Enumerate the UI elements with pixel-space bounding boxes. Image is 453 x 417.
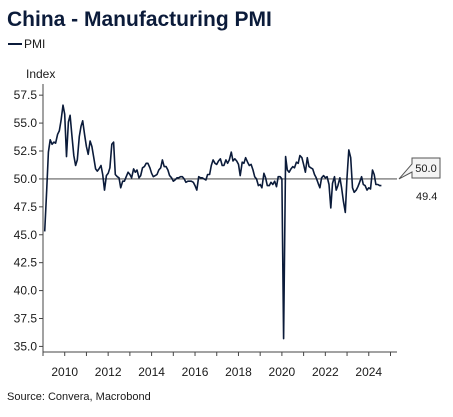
y-axis-label: Index: [26, 67, 55, 81]
x-tick-label: 2018: [225, 365, 252, 379]
chart-title: China - Manufacturing PMI: [7, 8, 272, 31]
legend: PMI: [8, 37, 45, 51]
y-tick-label: 45.0: [14, 228, 38, 242]
axis-layer: 57.5 55.0 52.5 50.0 47.5 45.0 42.5 40.0 37.5 35.0…: [14, 84, 397, 379]
y-tick-label: 42.5: [14, 256, 38, 270]
y-tick-label: 40.0: [14, 284, 38, 298]
y-tick-label: 52.5: [14, 144, 38, 158]
y-tick-label: 50.0: [14, 172, 38, 186]
label-layer: Index 50.0 49.4: [26, 67, 441, 203]
x-tick-label: 2022: [312, 365, 339, 379]
x-tick-label: 2014: [138, 365, 165, 379]
y-tick-label: 55.0: [14, 116, 38, 130]
x-tick-label: 2012: [95, 365, 122, 379]
last-value-label: 49.4: [416, 191, 437, 203]
x-tick-label: 2010: [51, 365, 78, 379]
legend-label: PMI: [24, 37, 46, 51]
x-tick-label: 2024: [355, 365, 382, 379]
x-tick-label: 2020: [269, 365, 296, 379]
source-note: Source: Convera, Macrobond: [7, 391, 151, 403]
y-tick-label: 47.5: [14, 200, 38, 214]
y-tick-label: 37.5: [14, 312, 38, 326]
legend-swatch: [8, 43, 22, 45]
y-tick-label: 35.0: [14, 339, 38, 353]
line-layer: [43, 104, 382, 340]
reference-callout-label: 50.0: [415, 163, 436, 175]
reference-callout-box: [398, 157, 441, 180]
x-tick-label: 2016: [182, 365, 209, 379]
y-tick-label: 57.5: [14, 88, 38, 102]
series-line-pmi: [43, 104, 382, 340]
